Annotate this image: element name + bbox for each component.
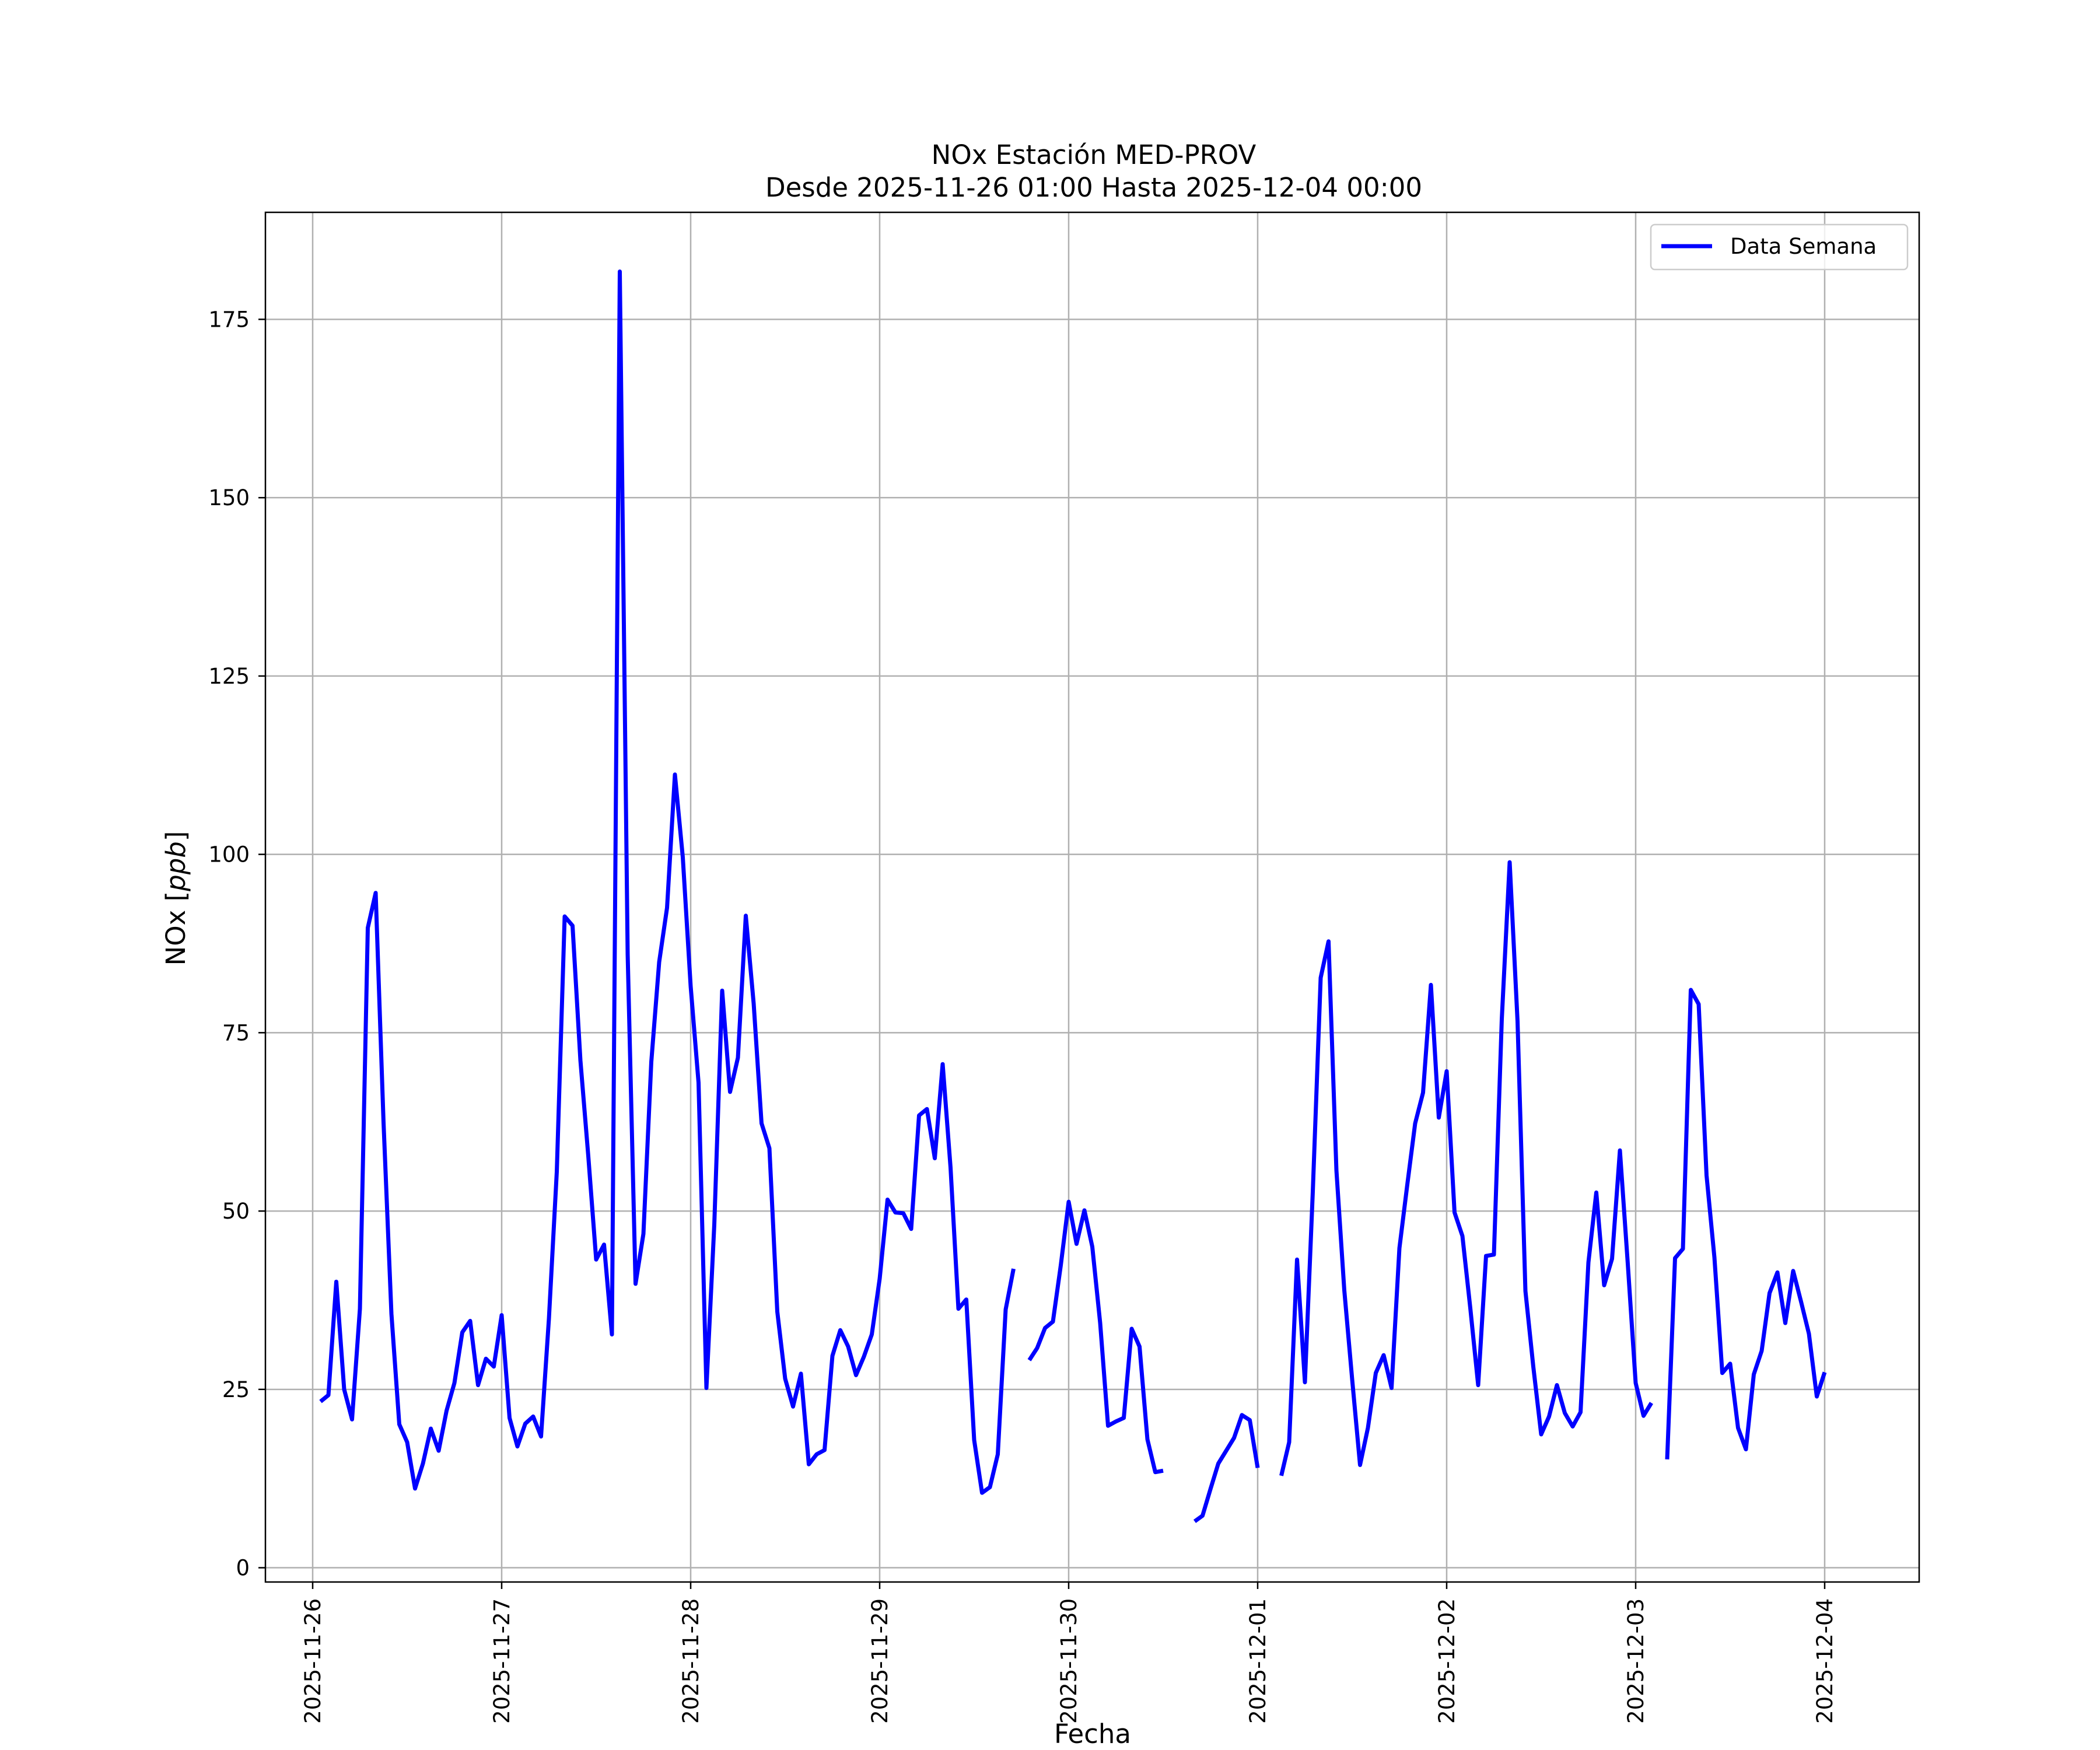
y-tick-label: 100 <box>208 842 250 867</box>
y-tick-label: 25 <box>222 1377 250 1402</box>
x-tick-label: 2025-11-28 <box>678 1598 704 1724</box>
legend-label: Data Semana <box>1730 234 1877 259</box>
y-axis-label-close: ] <box>160 831 191 842</box>
x-tick-label: 2025-11-29 <box>867 1598 892 1724</box>
y-axis-label: NOx [ppb] <box>160 831 191 966</box>
series-line-segment <box>1027 1199 1164 1475</box>
y-tick-label: 75 <box>222 1020 250 1045</box>
y-tick-label: 50 <box>222 1199 250 1224</box>
x-tick-label: 2025-11-30 <box>1056 1598 1082 1724</box>
y-tick-label: 175 <box>208 307 250 332</box>
axis-ticks: 0 25 50 75 100 125 150 175 2025-11-26 2025-11-27 2… <box>208 307 1838 1724</box>
series-line-segment <box>1665 988 1827 1460</box>
x-tick-label: 2025-11-26 <box>300 1598 326 1724</box>
y-axis-label-unit: ppb <box>160 841 191 892</box>
y-tick-label: 0 <box>236 1556 250 1581</box>
series-line-segment <box>319 270 1016 1495</box>
x-tick-label: 2025-12-04 <box>1812 1598 1838 1724</box>
y-tick-label: 125 <box>208 664 250 689</box>
legend-box <box>1650 223 1909 271</box>
x-tick-label: 2025-12-01 <box>1245 1598 1270 1724</box>
y-axis-label-text: NOx [ <box>160 891 191 966</box>
series-layer <box>319 270 1827 1523</box>
chart-subtitle: Desde 2025-11-26 01:00 Hasta 2025-12-04 … <box>765 172 1422 203</box>
y-tick-label: 150 <box>208 485 250 510</box>
grid-lines <box>265 212 1919 1582</box>
series-line-segment <box>1193 1413 1260 1523</box>
legend: Data Semana <box>1650 223 1909 271</box>
x-tick-label: 2025-12-02 <box>1434 1598 1460 1724</box>
x-tick-label: 2025-12-03 <box>1623 1598 1648 1724</box>
x-axis-label: Fecha <box>1054 1718 1131 1749</box>
chart-title: NOx Estación MED-PROV <box>932 139 1256 170</box>
plot-frame <box>264 211 1920 1583</box>
series-line-segment <box>1279 860 1653 1476</box>
x-tick-label: 2025-11-27 <box>489 1598 514 1724</box>
